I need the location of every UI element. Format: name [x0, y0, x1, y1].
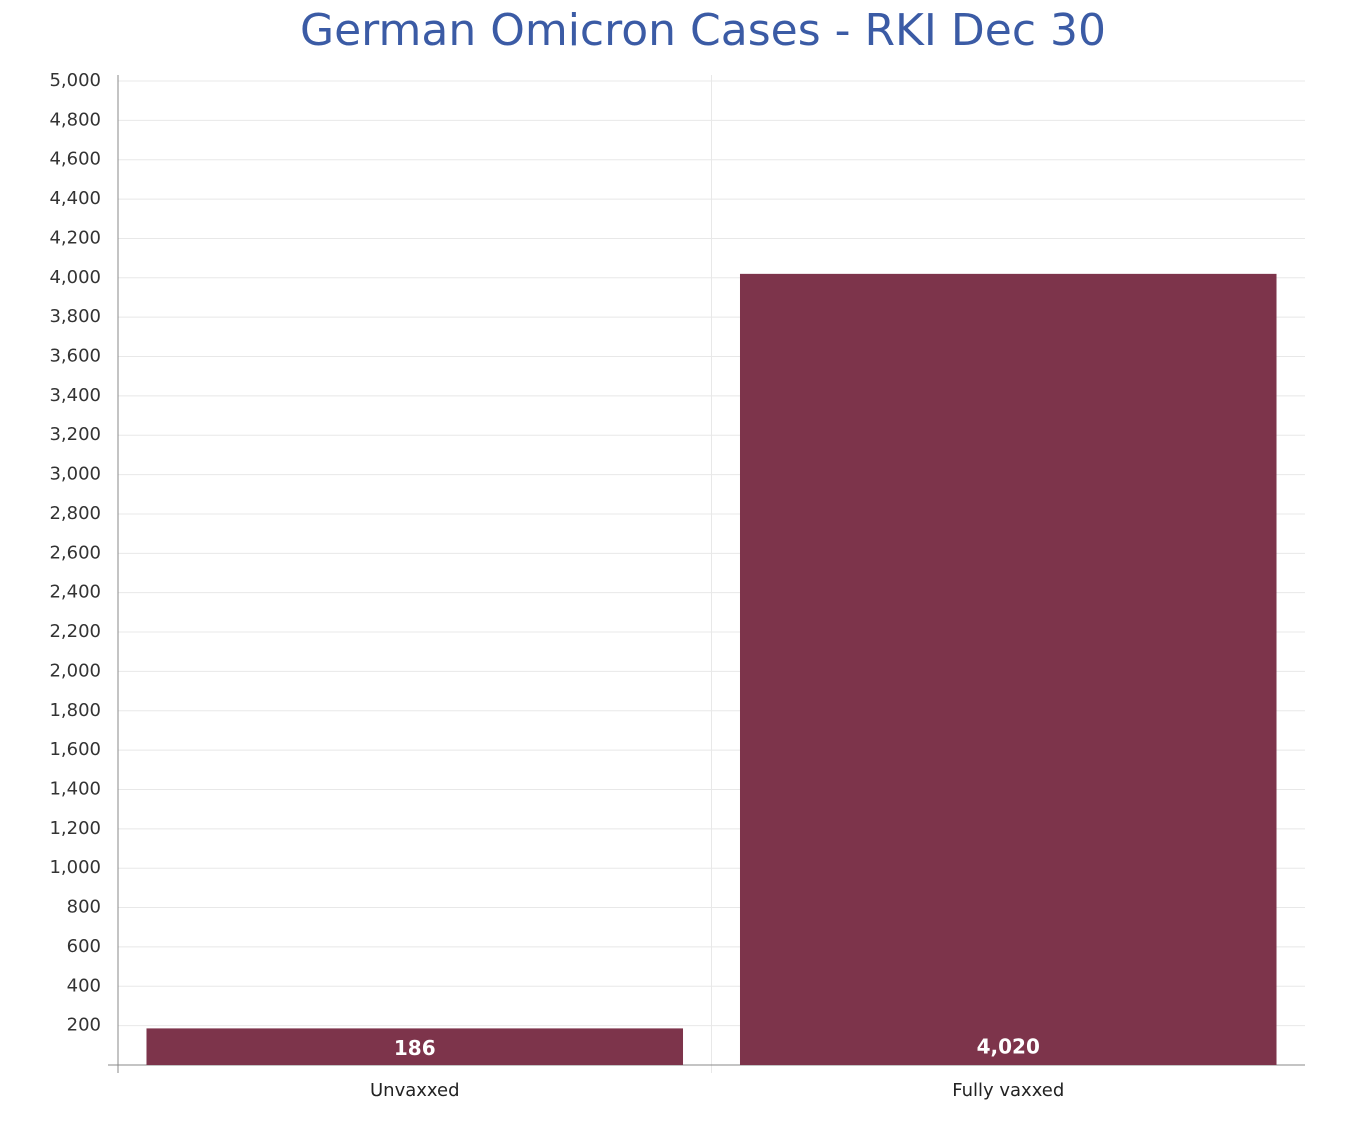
y-tick-label: 4,200	[49, 227, 101, 248]
y-tick-label: 4,000	[49, 267, 101, 288]
bar	[739, 273, 1277, 1065]
y-tick-label: 200	[67, 1015, 101, 1036]
y-tick-label: 3,200	[49, 424, 101, 445]
y-tick-label: 3,600	[49, 346, 101, 367]
y-tick-label: 3,800	[49, 306, 101, 327]
y-tick-label: 3,400	[49, 385, 101, 406]
x-tick-label: Unvaxxed	[370, 1080, 460, 1101]
y-tick-label: 400	[67, 975, 101, 996]
x-tick-label: Fully vaxxed	[952, 1080, 1064, 1101]
y-tick-label: 1,600	[49, 739, 101, 760]
y-tick-label: 1,000	[49, 857, 101, 878]
y-tick-label: 4,400	[49, 188, 101, 209]
y-tick-label: 2,400	[49, 582, 101, 603]
y-tick-label: 4,600	[49, 149, 101, 170]
bar	[146, 1028, 684, 1065]
y-tick-label: 1,400	[49, 778, 101, 799]
y-tick-label: 3,000	[49, 464, 101, 485]
y-tick-label: 600	[67, 936, 101, 957]
y-tick-label: 1,800	[49, 700, 101, 721]
y-tick-label: 2,000	[49, 660, 101, 681]
chart-title: German Omicron Cases - RKI Dec 30	[300, 5, 1106, 56]
y-tick-label: 2,600	[49, 542, 101, 563]
y-tick-label: 2,800	[49, 503, 101, 524]
y-tick-label: 1,200	[49, 818, 101, 839]
y-tick-label: 4,800	[49, 109, 101, 130]
y-tick-label: 2,200	[49, 621, 101, 642]
value-label: 4,020	[977, 1035, 1040, 1059]
value-label: 186	[394, 1036, 436, 1060]
y-tick-label: 5,000	[49, 70, 101, 91]
y-tick-label: 800	[67, 897, 101, 918]
